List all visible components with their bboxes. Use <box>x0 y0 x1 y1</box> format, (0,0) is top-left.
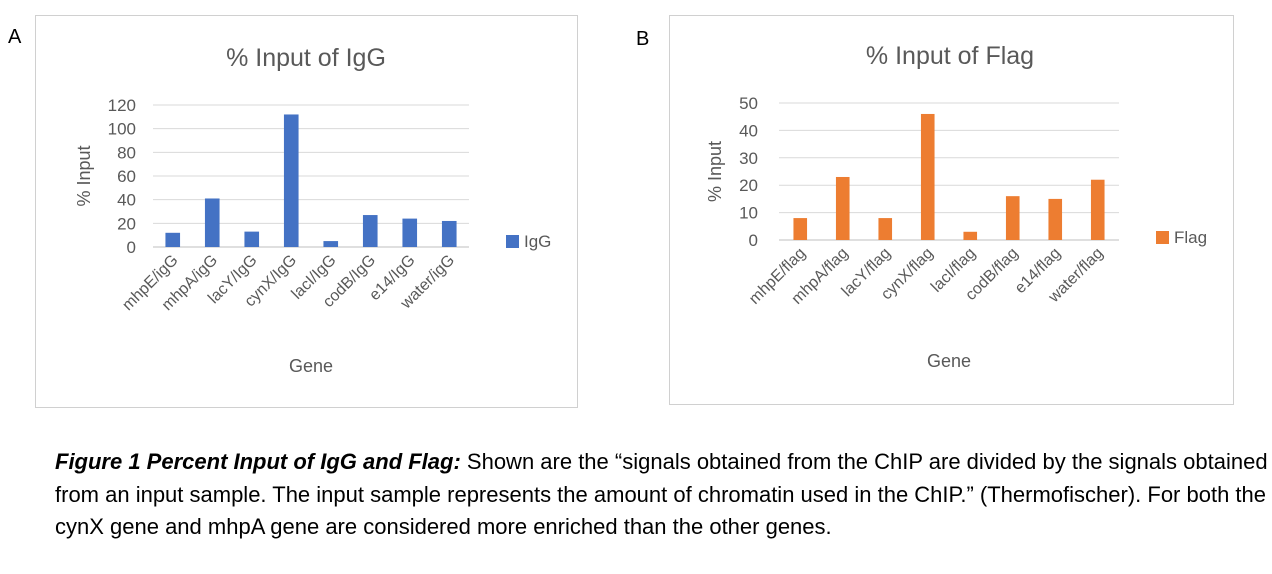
chart-1-bar <box>920 113 935 240</box>
chart-0-bar <box>244 231 260 247</box>
chart-1-bar <box>878 218 893 240</box>
chart-1-bar <box>1048 198 1063 240</box>
chart-1-y-tick-label: 10 <box>739 204 758 223</box>
chart-1-title: % Input of Flag <box>866 42 1034 70</box>
chart-1-y-axis-title: % Input <box>705 141 725 202</box>
chart-1-bar <box>835 176 850 240</box>
chart-0-y-axis-title: % Input <box>74 145 94 206</box>
chart-1-bar <box>1090 179 1105 240</box>
chart-1-y-tick-label: 0 <box>749 231 758 250</box>
chart-0-bar <box>204 198 220 247</box>
figure-caption: Figure 1 Percent Input of IgG and Flag: … <box>55 446 1270 544</box>
chart-flag-svg: % Input of Flag01020304050mhpE/flagmhpA/… <box>705 42 1207 371</box>
chart-0-legend-swatch <box>506 235 519 248</box>
panel-label-b: B <box>636 28 650 50</box>
chart-1-bar <box>1005 196 1020 240</box>
chart-0-bar <box>283 114 299 247</box>
chart-0-bar <box>323 241 339 247</box>
chart-0-y-tick-label: 100 <box>108 120 136 139</box>
chart-0-bar <box>441 220 457 247</box>
chart-1-bar <box>793 218 808 240</box>
chart-0-y-tick-label: 60 <box>117 167 136 186</box>
chart-0-bar <box>165 232 181 247</box>
chart-0-bar <box>402 218 418 247</box>
caption-text: Shown are the “signals obtained from the… <box>55 449 1268 539</box>
chart-0-title: % Input of IgG <box>226 44 386 72</box>
chart-0-y-tick-label: 80 <box>117 143 136 162</box>
caption-heading: Figure 1 Percent Input of IgG and Flag: <box>55 449 461 474</box>
chart-0-y-tick-label: 0 <box>127 238 136 257</box>
chart-1-bar <box>963 231 978 240</box>
chart-1-y-tick-label: 50 <box>739 94 758 113</box>
chart-0-y-tick-label: 120 <box>108 96 136 115</box>
chart-1-legend-label: Flag <box>1174 228 1207 247</box>
chart-0-y-tick-label: 40 <box>117 191 136 210</box>
chart-1-y-tick-label: 30 <box>739 149 758 168</box>
chart-flag: % Input of Flag 0 10 20 30 40 50 mhpE/flag mhpA/… <box>669 15 1234 405</box>
chart-igg: % Input of IgG 0 20 40 60 80 100 120 mhpE/igG mhp… <box>35 15 578 408</box>
chart-1-y-tick-label: 20 <box>739 176 758 195</box>
chart-0-bar <box>362 215 378 247</box>
chart-0-y-tick-label: 20 <box>117 214 136 233</box>
chart-1-legend-swatch <box>1156 231 1169 244</box>
chart-0-legend-label: IgG <box>524 232 551 251</box>
chart-1-x-axis-title: Gene <box>927 351 971 371</box>
panel-label-a: A <box>8 26 22 48</box>
chart-1-y-tick-label: 40 <box>739 121 758 140</box>
chart-0-x-axis-title: Gene <box>289 356 333 376</box>
chart-igg-svg: % Input of IgG020406080100120mhpE/igGmhp… <box>74 44 551 376</box>
